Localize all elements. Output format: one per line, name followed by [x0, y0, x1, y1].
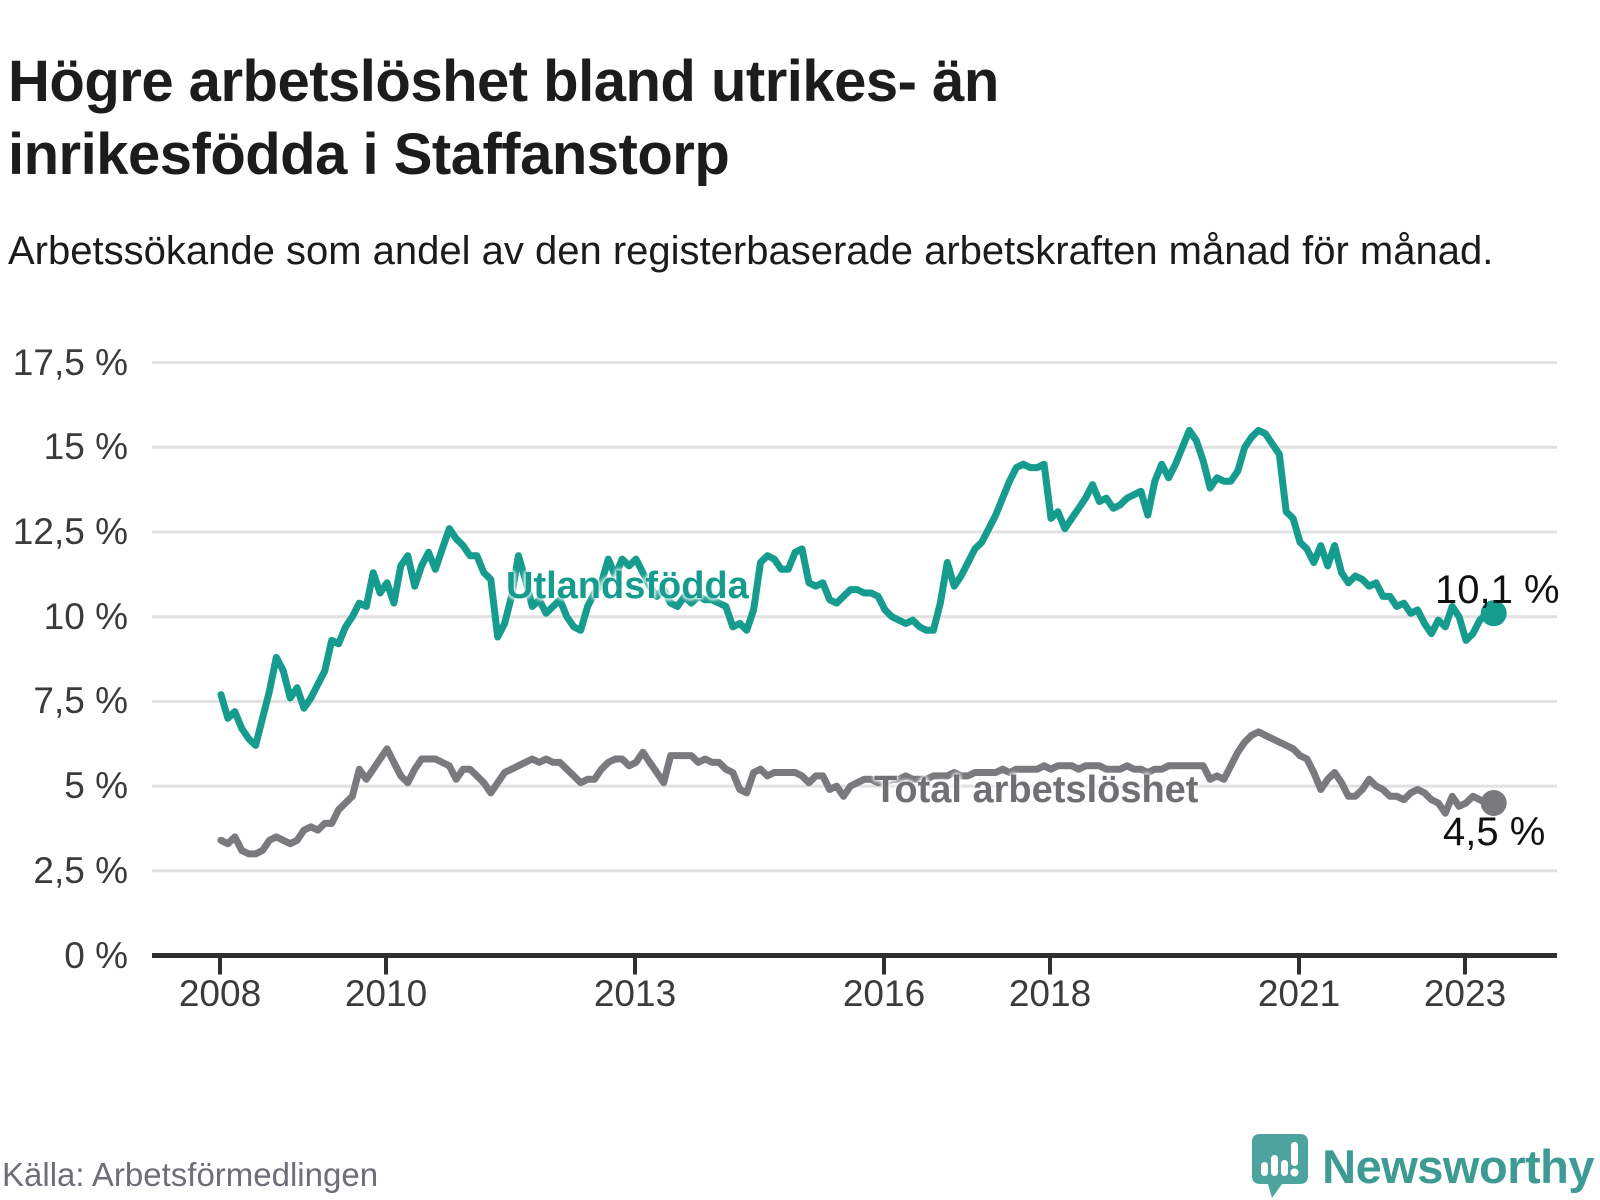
y-tick-label: 10 %	[43, 595, 128, 637]
x-tick-label: 2021	[1257, 973, 1341, 1014]
newsworthy-logo: Newsworthy	[1252, 1134, 1594, 1200]
y-tick-label: 15 %	[43, 426, 128, 468]
chart-subtitle: Arbetssökande som andel av den registerb…	[8, 229, 1494, 273]
x-tick-label: 2013	[593, 973, 677, 1014]
x-tick-label: 2016	[842, 973, 926, 1014]
line-total	[217, 728, 1498, 858]
end-value-utlandsfodda: 10,1 %	[1435, 568, 1560, 612]
page-title: Högre arbetslöshet bland utrikes- än inr…	[8, 48, 999, 187]
y-tick-label: 2,5 %	[33, 849, 128, 891]
source-note: Källa: Arbetsförmedlingen	[2, 1156, 379, 1193]
x-tick-label: 2010	[344, 973, 428, 1014]
end-value-total: 4,5 %	[1443, 810, 1546, 854]
y-tick-label: 12,5 %	[12, 511, 128, 552]
newsworthy-wordmark: Newsworthy	[1322, 1140, 1594, 1193]
line-utlandsfodda	[217, 426, 1498, 749]
x-tick-label: 2023	[1423, 973, 1507, 1014]
newsworthy-pin-icon	[1252, 1134, 1309, 1198]
end-dot	[1480, 790, 1507, 816]
x-tick-label: 2008	[178, 973, 262, 1014]
x-tick-label: 2018	[1008, 973, 1092, 1014]
y-tick-label: 17,5 %	[12, 341, 128, 383]
y-tick-label: 0 %	[64, 934, 128, 976]
series-label-utlandsfodda: Utlandsfödda	[506, 565, 749, 607]
series-label-total: Total arbetslöshet	[874, 769, 1199, 811]
y-tick-label: 7,5 %	[33, 680, 128, 722]
end-dot	[1480, 600, 1507, 627]
y-tick-label: 5 %	[64, 765, 128, 807]
